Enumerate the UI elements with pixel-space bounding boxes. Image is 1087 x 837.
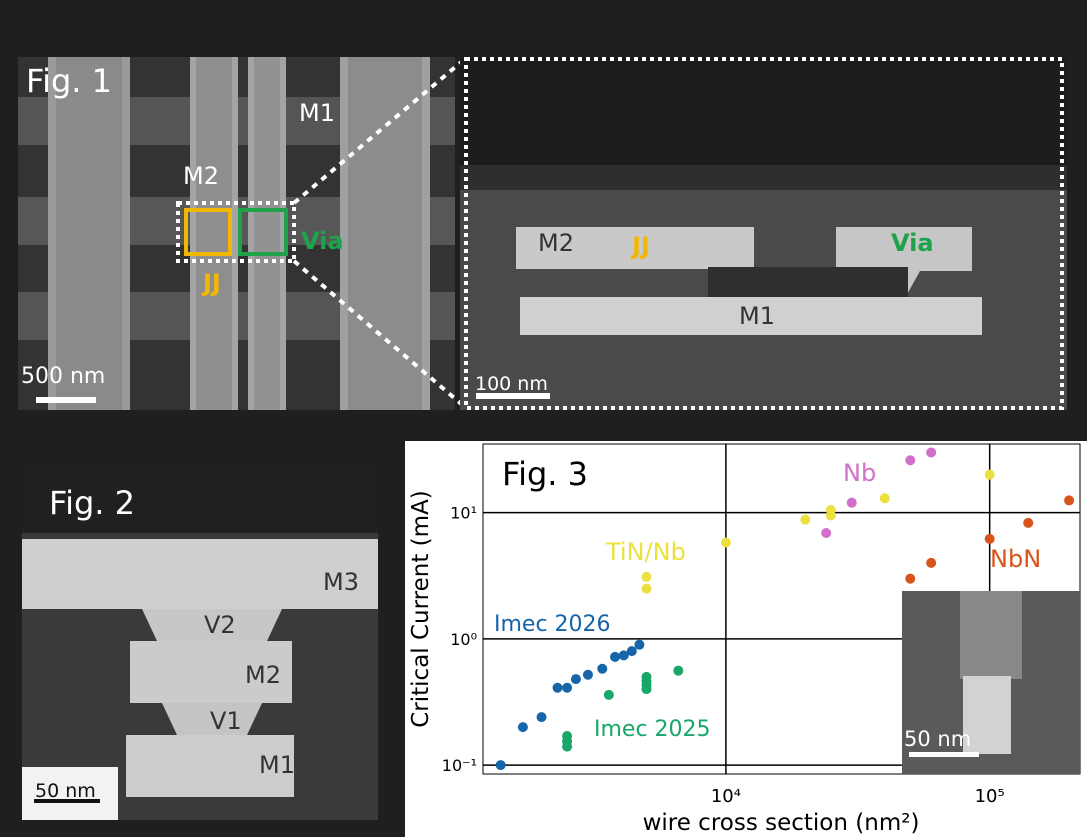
fig3-point-tin-nb	[641, 583, 652, 594]
fig3-label-nb: Nb	[843, 459, 876, 487]
fig3-point-imec-2026	[495, 760, 506, 771]
fig3-point-nbn	[905, 573, 916, 584]
fig2-label: Fig. 2	[49, 484, 135, 522]
fig1-m1-label: M1	[299, 99, 335, 127]
fig3-point-imec-2026	[570, 674, 581, 685]
fig1-sem-image	[18, 57, 455, 410]
fig3-ylabel: Critical Current (mA)	[408, 490, 434, 728]
fig3-point-nb	[821, 528, 832, 539]
fig1-zoom-panel	[460, 57, 1067, 410]
fig3-chart: 10⁴ 10⁵ 10⁻¹ 10⁰ 10¹ wire cross section (nm²…	[408, 443, 1081, 836]
fig3-label-imec2025: Imec 2025	[594, 717, 711, 742]
fig3-xlabel: wire cross section (nm²)	[643, 810, 920, 836]
fig3-tick-labels: 10⁴ 10⁵ 10⁻¹ 10⁰ 10¹	[442, 504, 1005, 807]
fig3-point-imec-2026	[626, 646, 637, 657]
fig3-point-tin-nb	[879, 493, 890, 504]
fig3-point-tin-nb	[800, 514, 811, 525]
fig3-inset-scalebar-label: 50 nm	[904, 727, 972, 751]
fig3-point-imec-2026	[562, 682, 573, 693]
fig3-point-imec-2026	[618, 650, 629, 661]
fig3-point-nb	[846, 497, 857, 508]
fig1-zoom-m2-label: M2	[538, 229, 574, 257]
fig2-sem-image	[22, 463, 378, 820]
fig3-y-tick-label: 10⁰	[450, 630, 477, 649]
fig3-label-tin-nb: TiN/Nb	[605, 538, 686, 566]
fig3-label-imec2026: Imec 2026	[494, 612, 611, 637]
fig3-point-imec-2026	[610, 651, 621, 662]
fig3-y-tick-label: 10¹	[450, 504, 477, 523]
fig3-point-imec-2026	[552, 682, 563, 693]
fig1-zoom-via-label: Via	[891, 229, 934, 257]
fig1-zoom-m1-label: M1	[739, 302, 775, 330]
fig3-point-imec-2026	[634, 639, 645, 650]
fig1-jj-label: JJ	[203, 269, 221, 297]
fig3-point-tin-nb	[641, 571, 652, 582]
fig3-point-nbn	[1023, 517, 1034, 528]
fig2-v1-label: V1	[210, 707, 242, 735]
fig3-point-nbn	[984, 533, 995, 544]
fig3-point-imec-2025	[641, 671, 652, 682]
fig3-point-imec-2026	[582, 669, 593, 680]
fig3-point-nb	[926, 447, 937, 458]
fig2-m2-label: M2	[245, 661, 281, 689]
fig3-point-imec-2026	[536, 712, 547, 723]
fig3-point-tin-nb	[825, 504, 836, 515]
fig3-point-imec-2025	[562, 731, 573, 742]
fig3-point-tin-nb	[720, 537, 731, 548]
fig3-point-nbn	[1064, 495, 1075, 506]
fig1-label: Fig. 1	[26, 62, 112, 100]
fig3-point-imec-2025	[603, 689, 614, 700]
fig1-scalebar-label: 500 nm	[21, 364, 106, 389]
fig2-v2-label: V2	[204, 611, 236, 639]
fig3-point-imec-2026	[517, 722, 528, 733]
fig3-label-nbn: NbN	[990, 545, 1041, 573]
fig2-m3-label: M3	[323, 568, 359, 596]
fig3-chart-panel: 10⁴ 10⁵ 10⁻¹ 10⁰ 10¹ wire cross section (nm²…	[405, 441, 1087, 837]
fig3-data-points	[495, 447, 1075, 771]
fig3-point-nbn	[926, 557, 937, 568]
fig1-via-label: Via	[301, 227, 344, 255]
fig1-sem-panel	[18, 57, 455, 410]
fig3-point-tin-nb	[984, 469, 995, 480]
fig1-zoom-image	[460, 57, 1067, 410]
fig2-scalebar-label: 50 nm	[35, 780, 96, 802]
fig1-zoom-jj-label: JJ	[632, 232, 650, 260]
fig1-zoom-scalebar-label: 100 nm	[475, 373, 548, 395]
fig3-point-imec-2025	[673, 665, 684, 676]
fig3-x-tick-label: 10⁴	[711, 786, 741, 807]
fig2-sem-panel	[22, 463, 378, 820]
fig3-point-imec-2026	[597, 663, 608, 674]
fig2-m1-label: M1	[259, 751, 295, 779]
fig3-inset-sem	[902, 591, 1080, 774]
fig3-label: Fig. 3	[502, 455, 588, 493]
fig3-x-tick-label: 10⁵	[975, 786, 1005, 807]
fig3-point-nb	[905, 455, 916, 466]
fig3-y-tick-label: 10⁻¹	[442, 756, 477, 775]
fig1-m2-label: M2	[183, 162, 219, 190]
